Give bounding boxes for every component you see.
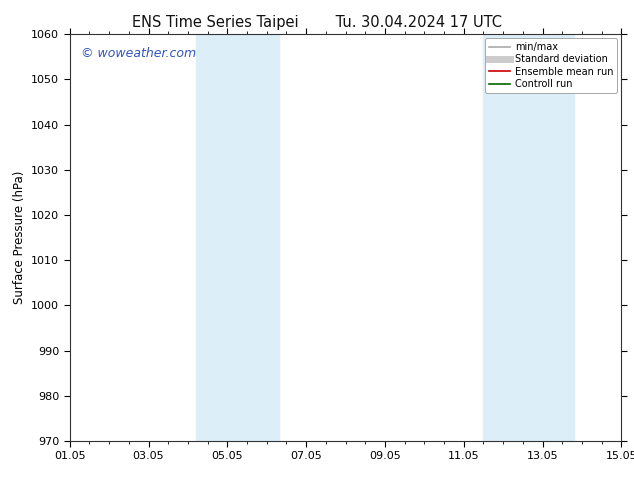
Bar <box>196 34 278 441</box>
Legend: min/max, Standard deviation, Ensemble mean run, Controll run: min/max, Standard deviation, Ensemble me… <box>485 38 618 93</box>
Text: ENS Time Series Taipei        Tu. 30.04.2024 17 UTC: ENS Time Series Taipei Tu. 30.04.2024 17… <box>132 15 502 30</box>
Text: © woweather.com: © woweather.com <box>81 47 196 59</box>
Y-axis label: Surface Pressure (hPa): Surface Pressure (hPa) <box>13 171 25 304</box>
Bar <box>483 34 574 441</box>
